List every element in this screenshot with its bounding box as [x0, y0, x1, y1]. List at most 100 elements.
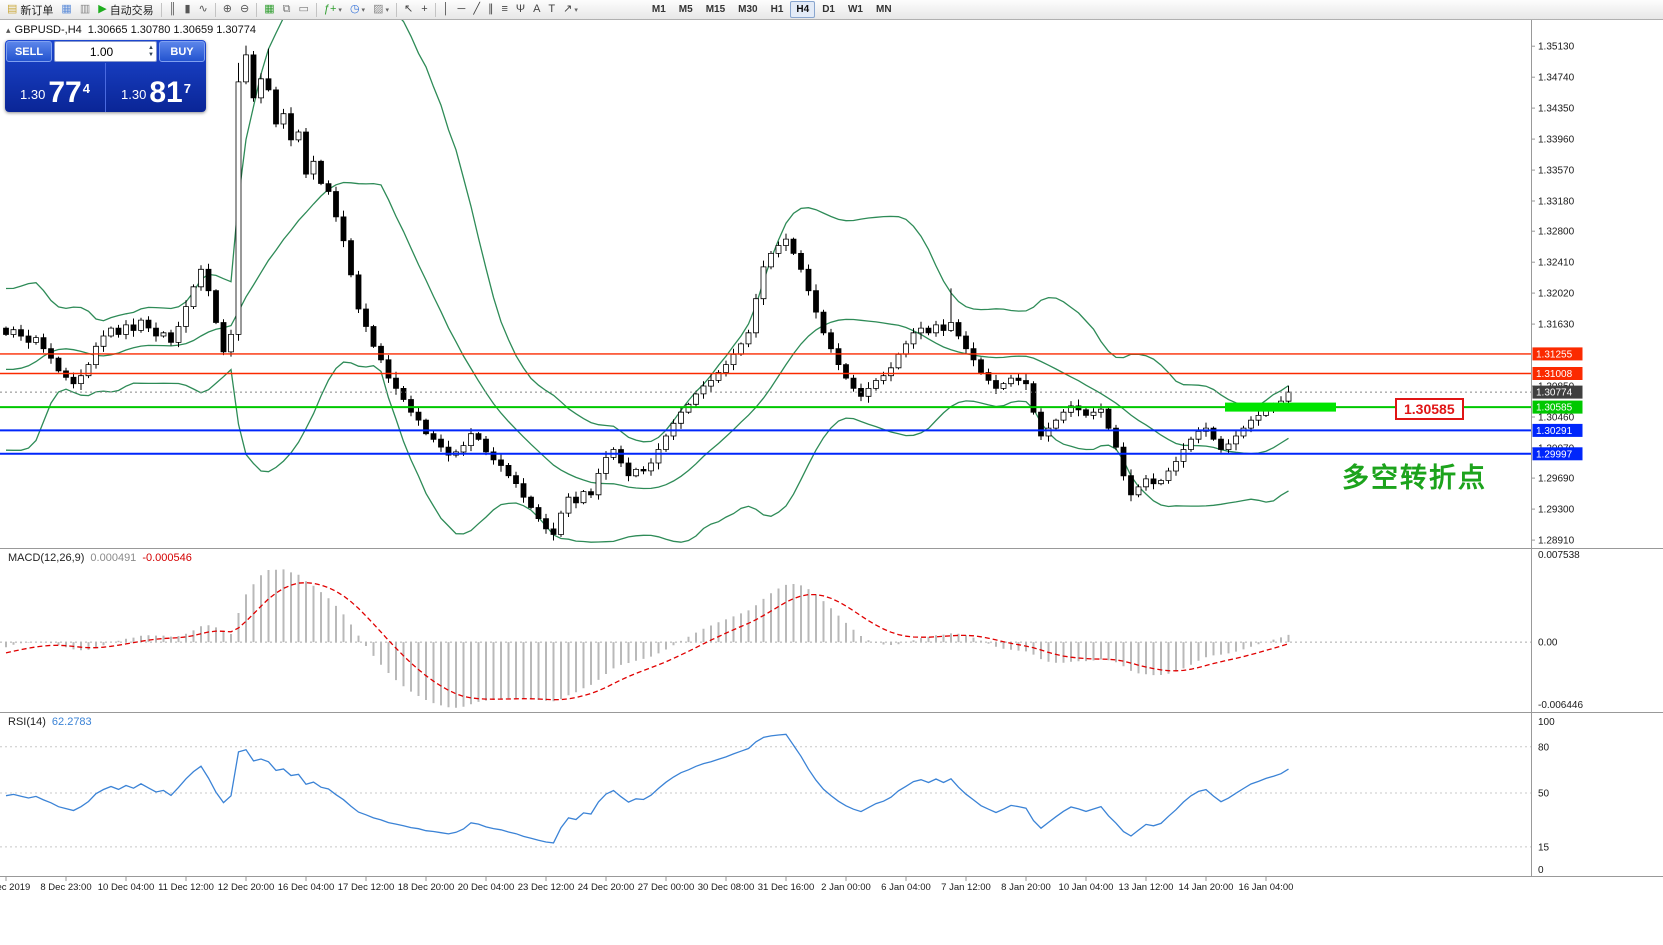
timeframe-h1-button[interactable]: H1: [765, 1, 790, 18]
zoom-in-icon: ⊕: [222, 3, 232, 15]
auto-arrange-icon: ⧉: [282, 3, 291, 15]
collapse-panel-icon[interactable]: ▴: [6, 25, 11, 35]
timeframe-m15-button[interactable]: M15: [700, 1, 731, 18]
autotrade-icon: ▶: [98, 3, 107, 15]
time-axis-label: 2 Jan 00:00: [821, 882, 871, 893]
buy-price-pip: 7: [183, 81, 191, 96]
time-axis-label: 6 Jan 04:00: [881, 882, 931, 893]
price-tag-1.30585: 1.30585: [1532, 400, 1583, 414]
price-axis-label: 1.34740: [1538, 73, 1575, 84]
toolbar-separator: [434, 2, 436, 17]
time-axis-label: 14 Jan 20:00: [1179, 882, 1234, 893]
toolbar-indicators-button[interactable]: ƒ+ ▾: [320, 1, 346, 18]
rsi-axis-label: 50: [1538, 789, 1550, 800]
svg-text:1.29997: 1.29997: [1536, 449, 1573, 460]
toolbar-horizontal-line-button[interactable]: ─: [454, 1, 470, 18]
toolbar-track-chart-button[interactable]: ▭: [294, 1, 312, 18]
timeframe-m30-button[interactable]: M30: [732, 1, 763, 18]
rsi-axis-label: 15: [1538, 842, 1550, 853]
macd-axis-label: -0.006446: [1538, 700, 1583, 711]
buy-price[interactable]: 1.30 81 7: [106, 63, 206, 112]
timeframe-d1-button[interactable]: D1: [816, 1, 841, 18]
toolbar-autotrade-button[interactable]: ▶ 自动交易: [94, 1, 157, 18]
sell-price[interactable]: 1.30 77 4: [5, 63, 105, 112]
volume-decrease-button[interactable]: ▼: [148, 51, 154, 58]
toolbar-templates-button[interactable]: ▨ ▾: [369, 1, 393, 18]
toolbar: ▤ 新订单 ▦ ▥ ▶ 自动交易 ║ ▮ ∿ ⊕ ⊖ ▦ ⧉ ▭ ƒ+ ▾ ◷ ▾ ▨ ▾ ↖ + │ ─ ╱ ∥ ≡ Ψ A T ↗ ▾ M…: [0, 0, 1663, 20]
toolbar-arrows-button[interactable]: ↗ ▾: [559, 1, 582, 18]
time-axis-label: 17 Dec 12:00: [338, 882, 395, 893]
buy-button[interactable]: BUY: [159, 41, 205, 62]
time-axis-label: 10 Dec 04:00: [98, 882, 155, 893]
timeframe-m1-button[interactable]: M1: [646, 1, 672, 18]
toolbar-crosshair-button[interactable]: +: [417, 1, 431, 18]
price-axis-label: 1.35130: [1538, 42, 1575, 53]
time-axis-label: 8 Jan 20:00: [1001, 882, 1051, 893]
time-axis-label: 16 Dec 04:00: [278, 882, 335, 893]
sell-button[interactable]: SELL: [6, 41, 52, 62]
toolbar-auto-arrange-button[interactable]: ⧉: [279, 1, 295, 18]
buy-price-prefix: 1.30: [121, 87, 147, 102]
main-price-pane: [0, 20, 1531, 543]
macd-indicator-label: MACD(12,26,9) 0.000491 -0.000546: [8, 552, 192, 564]
periods-dropdown-arrow[interactable]: ▾: [361, 6, 366, 14]
toolbar-cursor-button[interactable]: ↖: [400, 1, 417, 18]
toolbar-label-button[interactable]: T: [544, 1, 559, 18]
thick-green-segment[interactable]: [1225, 402, 1336, 412]
toolbar-vertical-line-button[interactable]: │: [439, 1, 454, 18]
price-axis-label: 1.29300: [1538, 505, 1575, 516]
toolbar-zoom-out-button[interactable]: ⊖: [236, 1, 253, 18]
indicators-dropdown-arrow[interactable]: ▾: [338, 6, 342, 14]
toolbar-text-button[interactable]: A: [529, 1, 544, 18]
ohlc-values: 1.30665 1.30780 1.30659 1.30774: [87, 24, 256, 36]
bollinger-upper-band: [5, 20, 1289, 443]
toolbar-fibonacci-button[interactable]: ≡: [497, 1, 511, 18]
toolbar-profiles-button[interactable]: ▥: [76, 1, 94, 18]
toolbar-channel-button[interactable]: ∥: [484, 1, 498, 18]
crosshair-icon: +: [421, 3, 428, 15]
svg-text:1.31008: 1.31008: [1536, 369, 1573, 380]
templates-dropdown-arrow[interactable]: ▾: [385, 6, 389, 14]
price-tag-1.31255: 1.31255: [1532, 347, 1583, 361]
toolbar-zoom-in-button[interactable]: ⊕: [219, 1, 236, 18]
rsi-indicator-label: RSI(14) 62.2783: [8, 716, 92, 728]
timeframe-w1-button[interactable]: W1: [842, 1, 869, 18]
sell-price-pip: 4: [82, 81, 90, 96]
toolbar-trendline-button[interactable]: ╱: [469, 1, 484, 18]
volume-input[interactable]: [55, 43, 149, 60]
rsi-axis-label: 80: [1538, 742, 1550, 753]
toolbar-separator: [214, 2, 216, 17]
toolbar-line-chart-button[interactable]: ∿: [195, 1, 212, 18]
vertical-line-icon: │: [442, 3, 450, 15]
price-axis-label: 1.30460: [1538, 413, 1575, 424]
toolbar-bar-chart-button[interactable]: ║: [165, 1, 181, 18]
price-axis-label: 1.33960: [1538, 135, 1575, 146]
macd-axis-label: 0.00: [1538, 638, 1558, 649]
svg-text:1.30585: 1.30585: [1536, 403, 1573, 414]
toolbar-new-order-button[interactable]: ▤ 新订单: [3, 1, 57, 18]
zoom-out-icon: ⊖: [239, 3, 250, 15]
timeframe-button-group: M1 M5 M15 M30 H1 H4 D1 W1 MN: [646, 1, 898, 18]
pitchfork-icon: Ψ: [515, 3, 526, 15]
candle-wicks: [5, 45, 1289, 541]
volume-increase-button[interactable]: ▲: [148, 44, 154, 51]
timeframe-m5-button[interactable]: M5: [673, 1, 699, 18]
toolbar-separator: [256, 2, 258, 17]
toolbar-tile-windows-button[interactable]: ▦: [260, 1, 278, 18]
toolbar-periods-button[interactable]: ◷ ▾: [346, 1, 369, 18]
price-axis-label: 1.28910: [1538, 536, 1575, 547]
arrows-dropdown-arrow[interactable]: ▾: [574, 6, 578, 14]
timeframe-h4-button[interactable]: H4: [790, 1, 816, 18]
toolbar-chart-window-button[interactable]: ▦: [57, 1, 75, 18]
toolbar-candle-chart-button[interactable]: ▮: [180, 1, 194, 18]
bollinger-middle-band: [5, 181, 1289, 490]
timeframe-mn-button[interactable]: MN: [870, 1, 898, 18]
price-tag-1.30291: 1.30291: [1532, 423, 1583, 437]
time-axis-label: 20 Dec 04:00: [458, 882, 515, 893]
time-axis-label: 16 Jan 04:00: [1239, 882, 1294, 893]
time-axis-label: 8 Dec 23:00: [40, 882, 91, 893]
price-callout-label[interactable]: 1.30585: [1395, 398, 1464, 420]
trendline-icon: ╱: [473, 3, 480, 15]
toolbar-pitchfork-button[interactable]: Ψ: [512, 1, 529, 18]
